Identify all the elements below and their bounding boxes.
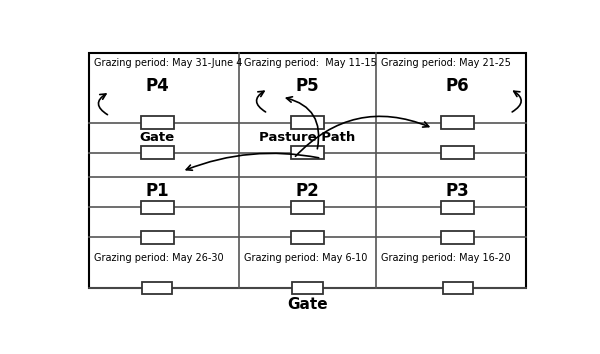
Bar — [291, 201, 324, 214]
Text: P1: P1 — [145, 182, 169, 200]
Bar — [291, 116, 324, 130]
Bar — [291, 231, 324, 244]
Text: P4: P4 — [145, 77, 169, 95]
Bar — [141, 201, 173, 214]
Bar — [141, 146, 173, 159]
Text: Grazing period: May 21-25: Grazing period: May 21-25 — [380, 58, 511, 68]
Text: Grazing period: May 6-10: Grazing period: May 6-10 — [244, 253, 367, 263]
Bar — [442, 201, 474, 214]
Bar — [89, 53, 526, 288]
Bar — [141, 231, 173, 244]
Text: Gate: Gate — [140, 131, 175, 144]
Text: Grazing period: May 31-June 4: Grazing period: May 31-June 4 — [94, 58, 242, 68]
Text: Grazing period:  May 11-15: Grazing period: May 11-15 — [244, 58, 377, 68]
Bar — [141, 116, 173, 130]
Bar — [443, 282, 473, 293]
Bar — [442, 146, 474, 159]
Bar — [442, 116, 474, 130]
Text: Grazing period: May 26-30: Grazing period: May 26-30 — [94, 253, 223, 263]
Bar — [142, 282, 172, 293]
Text: P3: P3 — [446, 182, 470, 200]
Text: Gate: Gate — [287, 297, 328, 312]
Bar — [292, 282, 323, 293]
Bar — [291, 146, 324, 159]
Text: P5: P5 — [296, 77, 319, 95]
Text: P6: P6 — [446, 77, 470, 95]
Text: P2: P2 — [296, 182, 319, 200]
Text: Grazing period: May 16-20: Grazing period: May 16-20 — [380, 253, 510, 263]
Bar — [442, 231, 474, 244]
Text: Pasture Path: Pasture Path — [259, 131, 356, 144]
